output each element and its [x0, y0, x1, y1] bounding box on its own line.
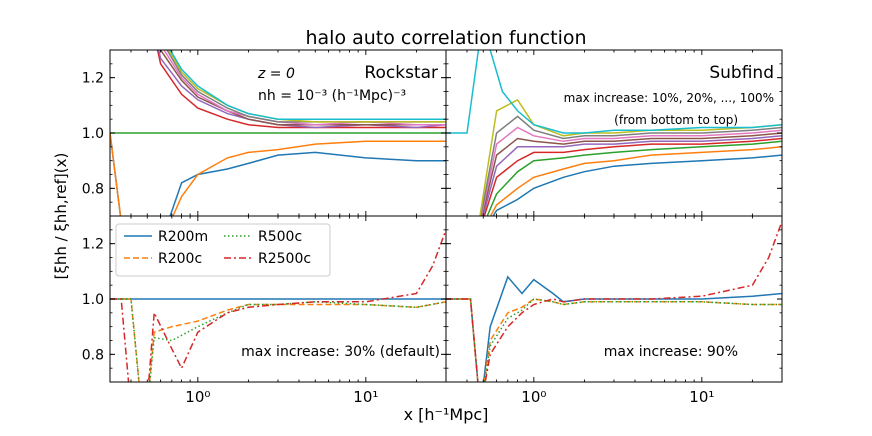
chart-title: halo auto correlation function	[305, 27, 586, 49]
series-line-top-right-60	[481, 132, 782, 216]
y-axis-label: [ξhh / ξhh,ref](x)	[52, 153, 70, 280]
y-tick-label: 1.2	[82, 71, 104, 87]
series-line-bottom-left-r500c	[110, 298, 446, 382]
series-line-top-left-10	[110, 132, 446, 216]
order-note: (from bottom to top)	[614, 113, 738, 127]
series-line-bottom-left-r200c	[110, 298, 446, 382]
series-line-bottom-right-r2500c	[446, 221, 782, 382]
legend-label-r200m: R200m	[158, 229, 208, 245]
series-line-bottom-right-r500c	[446, 298, 782, 382]
x-tick-label: 10¹	[353, 388, 378, 406]
series-line-top-right-70	[480, 126, 782, 216]
max-increase-range-note: max increase: 10%, 20%, ..., 100%	[564, 91, 774, 105]
series-line-bottom-right-r200m	[446, 275, 782, 382]
legend-label-r500c: R500c	[258, 229, 302, 245]
y-tick-label: 1.0	[82, 126, 104, 142]
x-tick-label: 10⁰	[185, 388, 210, 406]
series-line-top-right-20	[489, 146, 782, 216]
max-increase-default-note: max increase: 30% (default)	[241, 344, 440, 360]
panel-bottom-right: 10⁰ 10¹ max increase: 90%	[445, 215, 783, 406]
panel-label-subfind: Subfind	[709, 63, 774, 83]
legend-label-r2500c: R2500c	[258, 251, 311, 267]
legend: R200m R200c R500c R2500c	[115, 223, 331, 277]
series-line-top-left-60	[159, 50, 446, 126]
y-tick-label: 0.8	[82, 347, 104, 363]
x-tick-label: 10¹	[689, 388, 714, 406]
series-line-top-right-10	[492, 154, 782, 216]
legend-label-r200c: R200c	[158, 251, 202, 267]
panel-top-right: Subfind max increase: 10%, 20%, ..., 100…	[445, 49, 783, 217]
series-line-top-right-80	[480, 115, 782, 216]
max-increase-90-note: max increase: 90%	[604, 344, 738, 360]
y-tick-label: 1.2	[82, 237, 104, 253]
x-tick-label: 10⁰	[521, 388, 546, 406]
series-line-top-left-20	[110, 132, 446, 216]
series-line-bottom-left-r2500c	[110, 229, 446, 382]
panel-top-left: 0.8 1.0 1.2 Rockstar z = 0 nh = 10⁻³ (h⁻¹M…	[82, 49, 447, 217]
series-line-top-right-40	[483, 137, 782, 216]
series-line-top-left-40	[156, 50, 446, 129]
panel-frames	[109, 49, 783, 383]
y-tick-label: 0.8	[82, 181, 104, 197]
series-line-top-right-30	[486, 140, 782, 216]
x-axis-label: x [h⁻¹Mpc]	[404, 405, 489, 424]
number-density-label: nh = 10⁻³ (h⁻¹Mpc)⁻³	[258, 88, 406, 104]
panel-bottom-left: 0.8 1.0 1.2 10⁰ 10¹ max increase: 30% (defau…	[82, 215, 447, 406]
panel-label-rockstar: Rockstar	[364, 63, 438, 83]
series-line-top-right-50	[482, 135, 782, 216]
series-line-top-right-100	[446, 50, 782, 134]
y-tick-label: 1.0	[82, 292, 104, 308]
series-line-top-left-100	[169, 50, 446, 120]
redshift-label: z = 0	[257, 66, 295, 82]
